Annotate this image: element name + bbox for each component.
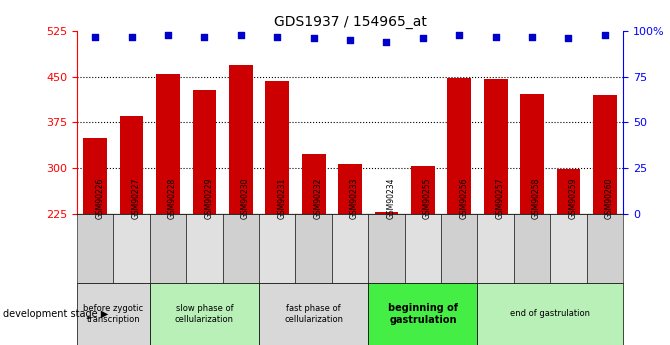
- Text: before zygotic
transcription: before zygotic transcription: [83, 304, 143, 324]
- Bar: [441, 214, 478, 283]
- Bar: [369, 214, 405, 283]
- Text: GSM90234: GSM90234: [387, 178, 395, 219]
- Point: [272, 34, 283, 39]
- Bar: [120, 116, 143, 214]
- Bar: [557, 169, 580, 214]
- Point: [236, 32, 247, 38]
- Bar: [259, 214, 295, 283]
- Bar: [77, 214, 113, 283]
- Bar: [150, 214, 186, 283]
- Point: [563, 36, 574, 41]
- Point: [381, 39, 392, 45]
- Text: GSM90228: GSM90228: [168, 178, 177, 219]
- Title: GDS1937 / 154965_at: GDS1937 / 154965_at: [273, 14, 427, 29]
- Text: GSM90255: GSM90255: [423, 178, 432, 219]
- Text: end of gastrulation: end of gastrulation: [511, 309, 590, 318]
- Point: [527, 34, 537, 39]
- Bar: [193, 90, 216, 214]
- Bar: [156, 74, 180, 214]
- Text: GSM90258: GSM90258: [532, 178, 541, 219]
- Bar: [405, 214, 441, 283]
- Bar: [222, 214, 259, 283]
- Bar: [77, 283, 150, 345]
- Point: [199, 34, 210, 39]
- Bar: [587, 214, 623, 283]
- Text: GSM90260: GSM90260: [605, 178, 614, 219]
- Point: [90, 34, 100, 39]
- Point: [126, 34, 137, 39]
- Bar: [332, 214, 368, 283]
- Text: slow phase of
cellularization: slow phase of cellularization: [175, 304, 234, 324]
- Bar: [150, 283, 259, 345]
- Text: GSM90226: GSM90226: [95, 178, 105, 219]
- Text: GSM90233: GSM90233: [350, 178, 359, 219]
- Bar: [550, 214, 587, 283]
- Bar: [411, 166, 435, 214]
- Bar: [521, 94, 544, 214]
- Bar: [84, 138, 107, 214]
- Bar: [229, 65, 253, 214]
- Text: beginning of
gastrulation: beginning of gastrulation: [388, 303, 458, 325]
- Bar: [113, 214, 150, 283]
- Bar: [448, 78, 471, 214]
- Bar: [478, 283, 623, 345]
- Point: [163, 32, 174, 38]
- Text: GSM90229: GSM90229: [204, 178, 214, 219]
- Text: GSM90256: GSM90256: [460, 178, 468, 219]
- Point: [454, 32, 465, 38]
- Bar: [265, 81, 289, 214]
- Text: GSM90257: GSM90257: [496, 178, 505, 219]
- Bar: [375, 212, 398, 214]
- Point: [308, 36, 319, 41]
- Bar: [302, 154, 326, 214]
- Bar: [484, 79, 507, 214]
- Point: [490, 34, 501, 39]
- Bar: [514, 214, 550, 283]
- Text: GSM90232: GSM90232: [314, 178, 323, 219]
- Point: [600, 32, 610, 38]
- Bar: [259, 283, 369, 345]
- Bar: [593, 95, 616, 214]
- Bar: [295, 214, 332, 283]
- Bar: [186, 214, 222, 283]
- Text: GSM90259: GSM90259: [568, 178, 578, 219]
- Bar: [338, 164, 362, 214]
- Text: GSM90230: GSM90230: [241, 178, 250, 219]
- Bar: [369, 283, 478, 345]
- Text: development stage ▶: development stage ▶: [3, 309, 109, 319]
- Text: GSM90227: GSM90227: [131, 178, 141, 219]
- Point: [417, 36, 428, 41]
- Bar: [478, 214, 514, 283]
- Point: [345, 37, 356, 43]
- Text: fast phase of
cellularization: fast phase of cellularization: [284, 304, 343, 324]
- Text: GSM90231: GSM90231: [277, 178, 286, 219]
